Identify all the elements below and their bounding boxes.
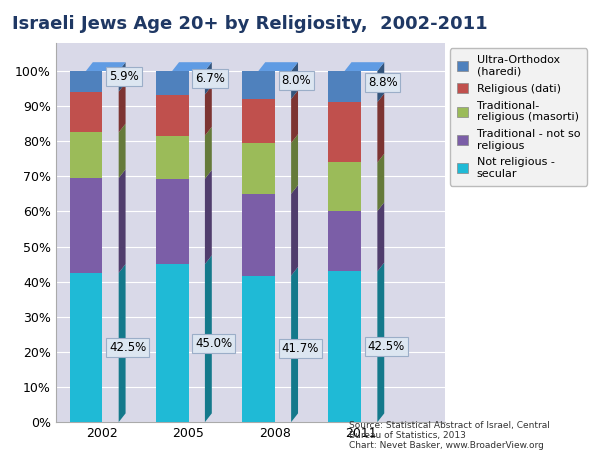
Text: 8.8%: 8.8% [368, 76, 397, 89]
Polygon shape [205, 86, 212, 136]
Polygon shape [344, 62, 384, 71]
Polygon shape [377, 202, 384, 271]
Bar [70, 132, 102, 178]
Bar [70, 178, 102, 273]
Polygon shape [205, 62, 212, 95]
Bar [328, 102, 361, 162]
Bar [70, 71, 102, 92]
Text: 41.7%: 41.7% [282, 343, 319, 355]
Text: 42.5%: 42.5% [109, 341, 146, 354]
Polygon shape [86, 62, 126, 71]
Bar [328, 271, 361, 422]
Bar [156, 179, 188, 264]
Polygon shape [258, 62, 298, 71]
Bar [156, 71, 188, 95]
Bar [70, 273, 102, 422]
Bar [328, 71, 361, 102]
Polygon shape [377, 154, 384, 211]
Polygon shape [119, 169, 126, 273]
Bar [328, 211, 361, 271]
Text: 8.0%: 8.0% [282, 74, 311, 87]
Polygon shape [377, 93, 384, 162]
Polygon shape [291, 62, 298, 99]
Text: 5.9%: 5.9% [109, 71, 139, 83]
Polygon shape [119, 264, 126, 422]
Polygon shape [291, 134, 298, 194]
Polygon shape [291, 267, 298, 422]
Polygon shape [377, 62, 384, 102]
Bar [242, 194, 275, 276]
Bar [70, 92, 102, 132]
Polygon shape [205, 255, 212, 422]
Bar [156, 136, 188, 179]
Polygon shape [291, 90, 298, 143]
Polygon shape [205, 170, 212, 264]
Bar [242, 143, 275, 194]
Title: Israeli Jews Age 20+ by Religiosity,  2002-2011: Israeli Jews Age 20+ by Religiosity, 200… [13, 15, 488, 33]
Text: Source: Statistical Abstract of Israel, Central
Bureau of Statistics, 2013
Chart: Source: Statistical Abstract of Israel, … [349, 421, 550, 450]
Bar [156, 95, 188, 136]
Bar [156, 264, 188, 422]
Polygon shape [172, 62, 212, 71]
Text: 6.7%: 6.7% [196, 72, 225, 85]
Bar [242, 99, 275, 143]
Polygon shape [205, 127, 212, 179]
Bar [328, 162, 361, 211]
Text: 42.5%: 42.5% [368, 340, 405, 353]
Polygon shape [291, 185, 298, 276]
Legend: Ultra-Orthodox
(haredi), Religious (dati), Traditional-
religious (masorti), Tra: Ultra-Orthodox (haredi), Religious (dati… [450, 48, 587, 186]
Polygon shape [119, 62, 126, 92]
Polygon shape [119, 83, 126, 132]
Polygon shape [119, 124, 126, 178]
Bar [242, 71, 275, 99]
Polygon shape [377, 263, 384, 422]
Text: 45.0%: 45.0% [196, 337, 232, 349]
Bar [242, 276, 275, 422]
